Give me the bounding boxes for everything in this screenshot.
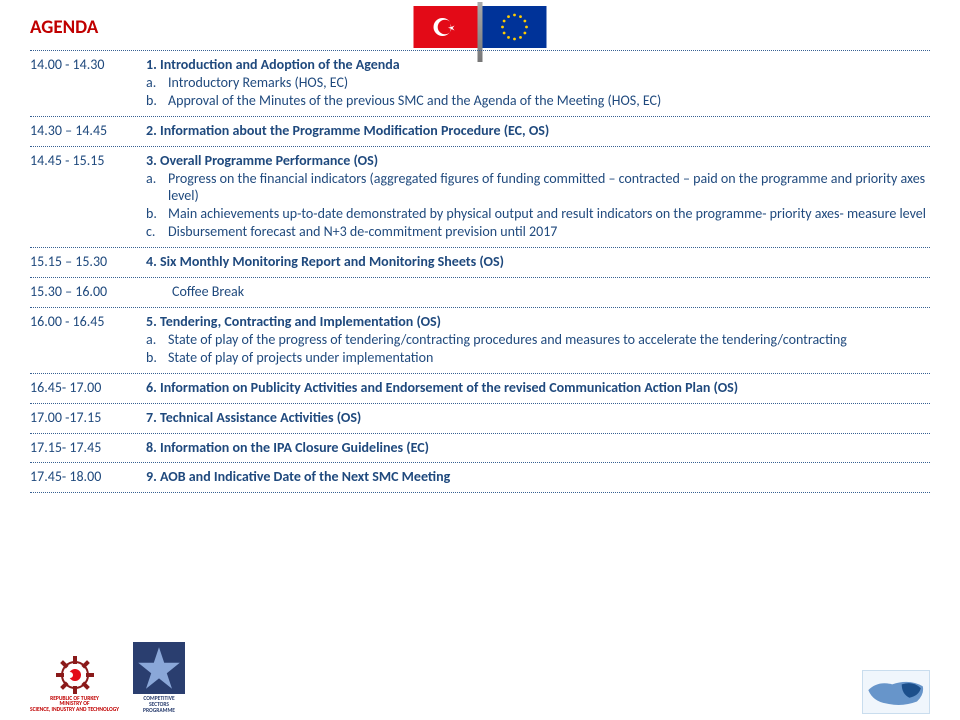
agenda-content: 9. AOB and Indicative Date of the Next S…: [138, 468, 930, 486]
agenda-heading: 2. Information about the Programme Modif…: [146, 122, 930, 140]
time-slot: 16.45- 17.00: [30, 379, 138, 397]
sub-item: a.Introductory Remarks (HOS, EC): [168, 74, 930, 92]
sub-item-label: a.: [146, 74, 156, 92]
agenda-heading: 1. Introduction and Adoption of the Agen…: [146, 56, 930, 74]
turkey-flag-icon: [414, 6, 478, 48]
sub-item-text: State of play of the progress of tenderi…: [168, 331, 847, 348]
agenda-content: 7. Technical Assistance Activities (OS): [138, 409, 930, 427]
agenda-heading: 9. AOB and Indicative Date of the Next S…: [146, 468, 930, 486]
page-title: AGENDA: [30, 16, 98, 39]
sub-item-text: Main achievements up-to-date demonstrate…: [168, 205, 926, 222]
sub-item-label: b.: [146, 349, 157, 367]
agenda-content: 4. Six Monthly Monitoring Report and Mon…: [138, 253, 930, 271]
agenda-heading: Coffee Break: [172, 283, 930, 301]
sub-list: a.Introductory Remarks (HOS, EC)b.Approv…: [146, 74, 930, 110]
agenda-heading: 8. Information on the IPA Closure Guidel…: [146, 439, 930, 457]
csp-text-3: PROGRAMME: [143, 708, 175, 714]
agenda-row: 14.45 - 15.153. Overall Programme Perfor…: [30, 147, 930, 249]
sub-item-text: State of play of projects under implemen…: [168, 349, 433, 366]
sub-item-label: a.: [146, 170, 156, 188]
agenda-heading: 6. Information on Publicity Activities a…: [146, 379, 930, 397]
agenda-content: 6. Information on Publicity Activities a…: [138, 379, 930, 397]
agenda-row: 14.30 – 14.45 2. Information about the Pr…: [30, 117, 930, 147]
time-slot: 17.15- 17.45: [30, 439, 138, 457]
sub-item-text: Disbursement forecast and N+3 de-commitm…: [168, 223, 557, 240]
ministry-logo-icon: REPUBLIC OF TURKEYMINISTRY OFSCIENCE, IN…: [30, 654, 119, 714]
time-slot: 17.45- 18.00: [30, 468, 138, 486]
sub-item: b.State of play of projects under implem…: [168, 349, 930, 367]
sub-item-label: c.: [146, 223, 155, 241]
agenda-heading: 3. Overall Programme Performance (OS): [146, 152, 930, 170]
footer: REPUBLIC OF TURKEYMINISTRY OFSCIENCE, IN…: [30, 642, 930, 714]
sub-item-text: Progress on the financial indicators (ag…: [168, 170, 925, 205]
agenda-row: 15.30 – 16.00 Coffee Break: [30, 278, 930, 308]
sub-list: a. Progress on the financial indicators (…: [146, 170, 930, 242]
agenda-row: 16.00 - 16.45 5. Tendering, Contracting a…: [30, 308, 930, 374]
agenda-row: 17.15- 17.45 8. Information on the IPA Cl…: [30, 434, 930, 464]
time-slot: 15.15 – 15.30: [30, 253, 138, 271]
csp-logo-icon: COMPETITIVESECTORSPROGRAMME: [133, 642, 185, 714]
agenda-content: 2. Information about the Programme Modif…: [138, 122, 930, 140]
sub-list: a. State of play of the progress of tende…: [146, 331, 930, 367]
time-slot: 17.00 -17.15: [30, 409, 138, 427]
agenda-row: 16.45- 17.00 6. Information on Publicity …: [30, 374, 930, 404]
agenda-row: 17.00 -17.15 7. Technical Assistance Acti…: [30, 404, 930, 434]
agenda-table: 14.00 - 14.30 1. Introduction and Adoptio…: [30, 50, 930, 493]
sub-item-text: Approval of the Minutes of the previous …: [168, 92, 661, 109]
time-slot: 15.30 – 16.00: [30, 283, 138, 301]
sub-item: c.Disbursement forecast and N+3 de-commi…: [168, 223, 930, 241]
agenda-row: 14.00 - 14.30 1. Introduction and Adoptio…: [30, 50, 930, 117]
sub-item-label: b.: [146, 205, 157, 223]
time-slot: 14.30 – 14.45: [30, 122, 138, 140]
eu-flag-icon: [483, 6, 547, 48]
sub-item: b.Main achievements up-to-date demonstra…: [168, 205, 930, 223]
sub-item: a.State of play of the progress of tende…: [168, 331, 930, 349]
time-slot: 14.00 - 14.30: [30, 56, 138, 110]
time-slot: 16.00 - 16.45: [30, 313, 138, 367]
agenda-content: 1. Introduction and Adoption of the Agen…: [138, 56, 930, 110]
agenda-content: 8. Information on the IPA Closure Guidel…: [138, 439, 930, 457]
sub-item: b.Approval of the Minutes of the previou…: [168, 92, 930, 110]
agenda-content: 5. Tendering, Contracting and Implementa…: [138, 313, 930, 367]
sub-item: a.Progress on the financial indicators (…: [168, 170, 930, 206]
agenda-row: 17.45- 18.00 9. AOB and Indicative Date o…: [30, 463, 930, 493]
sub-item-text: Introductory Remarks (HOS, EC): [168, 74, 348, 91]
ministry-text-3: SCIENCE, INDUSTRY AND TECHNOLOGY: [30, 707, 119, 713]
agenda-row: 15.15 – 15.30 4. Six Monthly Monitoring R…: [30, 248, 930, 278]
agenda-content: 3. Overall Programme Performance (OS)a. P…: [138, 152, 930, 242]
agenda-heading: 4. Six Monthly Monitoring Report and Mon…: [146, 253, 930, 271]
agenda-heading: 5. Tendering, Contracting and Implementa…: [146, 313, 930, 331]
sub-item-label: a.: [146, 331, 156, 349]
sub-item-label: b.: [146, 92, 157, 110]
agenda-heading: 7. Technical Assistance Activities (OS): [146, 409, 930, 427]
map-logo-icon: [862, 670, 930, 714]
time-slot: 14.45 - 15.15: [30, 152, 138, 242]
agenda-content: Coffee Break: [138, 283, 930, 301]
